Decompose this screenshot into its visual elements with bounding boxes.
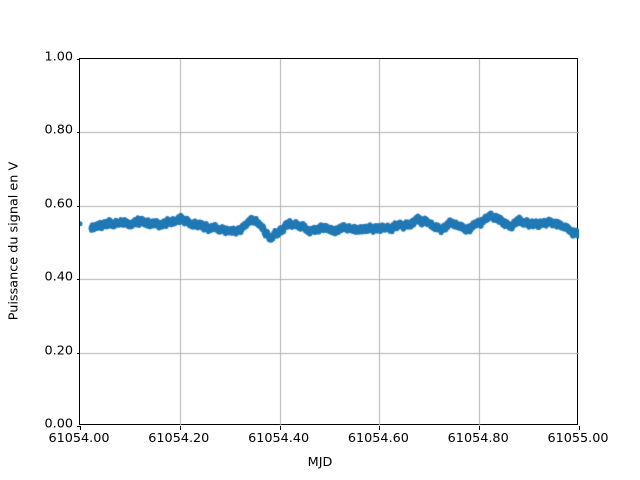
- x-tick-mark: [80, 426, 82, 430]
- x-axis-label: MJD: [307, 455, 333, 470]
- y-axis-label: Puissance du signal en V: [6, 161, 22, 321]
- x-tick-label: 61054.20: [148, 431, 210, 446]
- y-tick-mark: [76, 426, 80, 428]
- y-tick-mark: [76, 205, 80, 207]
- x-tick-label: 61054.00: [48, 431, 110, 446]
- x-tick-mark: [579, 426, 581, 430]
- y-tick-label: 0.00: [44, 416, 74, 432]
- signal-line-plot: [80, 59, 579, 426]
- y-tick-label: 1.00: [44, 49, 74, 65]
- plot-axes: [76, 58, 581, 430]
- x-tick-label: 61054.60: [347, 431, 409, 446]
- x-tick-mark: [279, 426, 281, 430]
- y-tick-label: 0.20: [44, 343, 74, 359]
- x-tick-mark: [379, 426, 381, 430]
- x-tick-label: 61054.40: [248, 431, 310, 446]
- y-tick-label: 0.80: [44, 122, 74, 138]
- y-tick-mark: [76, 132, 80, 134]
- y-tick-label: 0.40: [44, 269, 74, 285]
- y-tick-mark: [76, 352, 80, 354]
- x-tick-label: 61055.00: [547, 431, 609, 446]
- x-tick-mark: [479, 426, 481, 430]
- y-tick-mark: [76, 279, 80, 281]
- y-tick-mark: [76, 59, 80, 61]
- y-tick-label: 0.60: [44, 196, 74, 212]
- x-tick-mark: [179, 426, 181, 430]
- x-tick-label: 61054.80: [447, 431, 509, 446]
